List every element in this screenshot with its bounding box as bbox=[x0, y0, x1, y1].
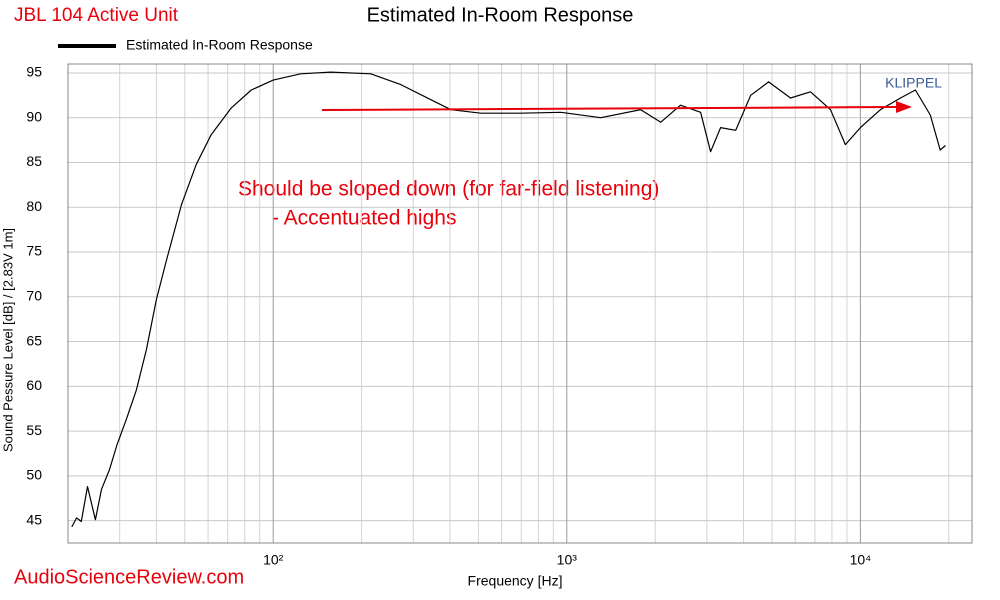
y-tick-label: 60 bbox=[26, 377, 42, 393]
plot-area: 45 50 55 60 65 70 75 80 85 90 95 10² 10³ 10⁴ bbox=[26, 63, 973, 568]
watermark: AudioScienceReview.com bbox=[14, 566, 244, 588]
annotation: Should be sloped down (for far-field lis… bbox=[238, 178, 659, 201]
annotation-arrow bbox=[321, 106, 901, 111]
x-tick-label: 10² bbox=[263, 552, 284, 568]
y-tick-label: 75 bbox=[26, 243, 42, 259]
y-tick-label: 70 bbox=[26, 287, 42, 303]
plot-frame bbox=[67, 63, 973, 544]
chart-title: Estimated In-Room Response bbox=[367, 4, 634, 26]
y-tick-label: 55 bbox=[26, 422, 42, 438]
y-tick-label: 50 bbox=[26, 467, 42, 483]
brand-label: KLIPPEL bbox=[885, 75, 942, 91]
x-tick-label: 10³ bbox=[557, 552, 578, 568]
y-tick-label: 65 bbox=[26, 332, 42, 348]
y-tick-label: 80 bbox=[26, 198, 42, 214]
annotation-arrowhead bbox=[896, 101, 912, 113]
x-tick-label: 10⁴ bbox=[850, 552, 872, 568]
y-tick-label: 95 bbox=[26, 64, 42, 80]
y-tick-label: 85 bbox=[26, 153, 42, 169]
y-tick-label: 90 bbox=[26, 108, 42, 124]
legend-label: Estimated In-Room Response bbox=[126, 37, 313, 53]
y-tick-label: 45 bbox=[26, 511, 42, 527]
x-axis-label: Frequency [Hz] bbox=[468, 573, 563, 589]
y-axis-label: Sound Pessure Level [dB] / [2.83V 1m] bbox=[0, 228, 15, 452]
annotation: - Accentuated highs bbox=[272, 207, 456, 230]
chart-subtitle: JBL 104 Active Unit bbox=[14, 5, 179, 26]
